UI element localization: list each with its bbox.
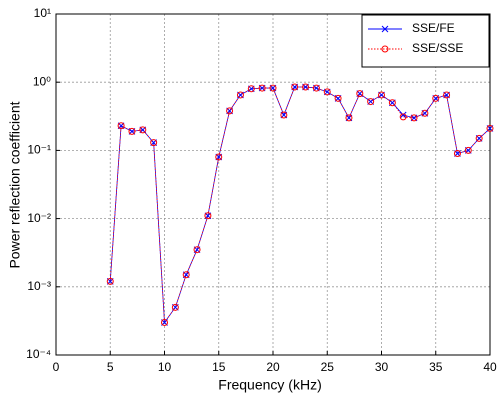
marker: [128, 127, 136, 135]
marker: [150, 139, 158, 147]
marker: [475, 134, 483, 142]
marker: [399, 111, 407, 119]
legend-box: [361, 14, 490, 68]
marker: [464, 146, 472, 154]
marker: [139, 126, 147, 134]
y-tick-label: 10⁰: [33, 74, 51, 88]
x-tick-label: 0: [53, 360, 60, 374]
marker: [443, 91, 451, 99]
marker: [356, 90, 364, 98]
marker: [388, 99, 396, 107]
marker: [453, 150, 461, 158]
marker: [323, 88, 331, 96]
x-tick-label: 10: [158, 360, 172, 374]
legend-label: SSE/SSE: [412, 41, 463, 55]
marker: [161, 318, 168, 326]
marker: [302, 83, 310, 91]
marker: [334, 94, 342, 102]
y-axis-label: Power reflection coefficient: [7, 101, 23, 268]
x-tick-label: 35: [429, 360, 443, 374]
y-tick-label: 10⁻³: [27, 279, 51, 293]
marker: [236, 91, 244, 99]
x-tick-label: 20: [266, 360, 280, 374]
y-tick-label: 10⁻²: [27, 211, 51, 225]
marker: [258, 84, 266, 92]
x-tick-label: 25: [321, 360, 335, 374]
y-tick-label: 10¹: [34, 6, 51, 20]
y-tick-label: 10⁻⁴: [26, 347, 51, 361]
legend-marker: [381, 25, 389, 33]
x-tick-label: 5: [107, 360, 114, 374]
marker: [410, 114, 418, 122]
marker: [291, 83, 299, 91]
x-axis-label: Frequency (kHz): [218, 377, 321, 393]
marker: [399, 113, 407, 121]
series-line: [109, 86, 491, 324]
x-tick-label: 40: [483, 360, 497, 374]
marker: [106, 277, 114, 285]
x-tick-label: 15: [212, 360, 226, 374]
marker: [432, 94, 440, 102]
marker: [345, 114, 353, 122]
marker: [247, 85, 255, 93]
marker: [226, 107, 234, 115]
marker: [421, 109, 429, 117]
marker: [367, 98, 375, 106]
marker: [215, 153, 223, 161]
marker: [117, 122, 125, 130]
marker: [280, 111, 288, 119]
marker: [486, 124, 494, 132]
marker: [312, 84, 320, 92]
y-tick-label: 10⁻¹: [27, 143, 51, 157]
legend-label: SSE/FE: [412, 21, 455, 35]
marker: [269, 84, 277, 92]
legend-marker: [381, 45, 389, 53]
marker: [204, 212, 212, 220]
marker: [378, 91, 385, 99]
marker: [171, 303, 179, 311]
marker: [182, 271, 190, 279]
x-tick-label: 30: [375, 360, 389, 374]
plot-frame: [55, 13, 491, 356]
marker: [193, 246, 201, 254]
